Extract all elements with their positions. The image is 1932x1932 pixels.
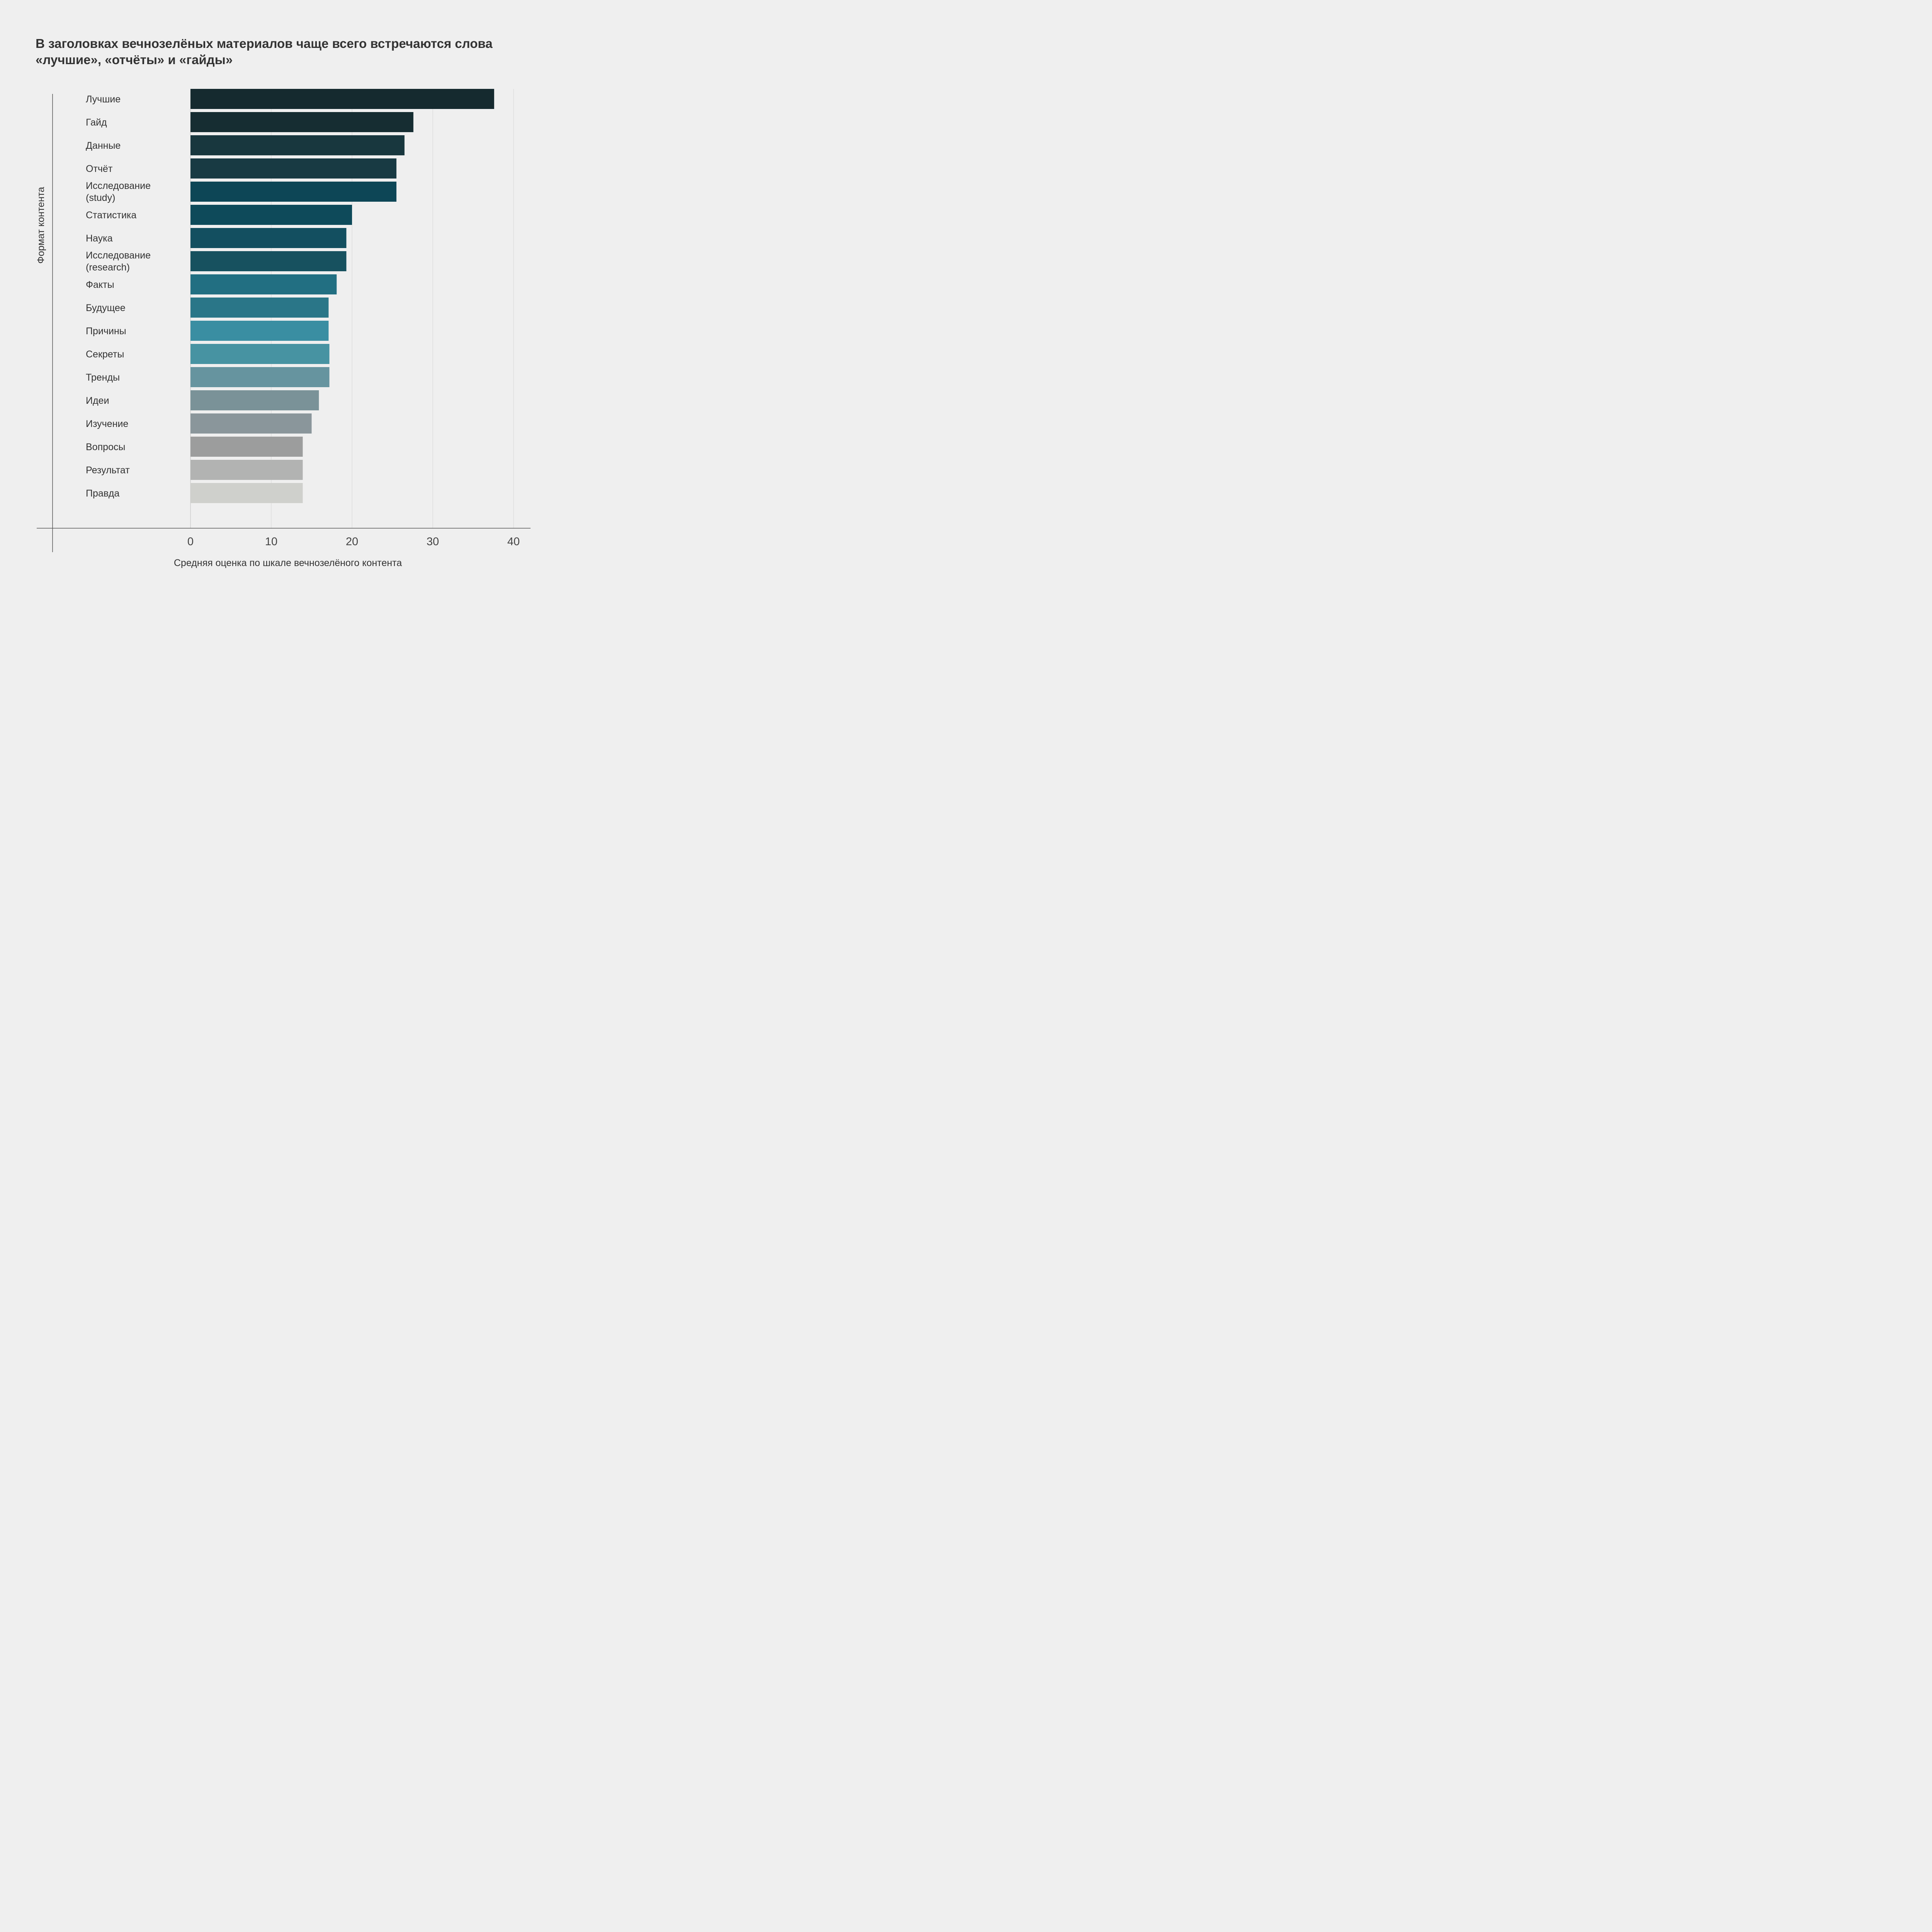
x-tick-label: 10 — [265, 536, 277, 548]
bar — [190, 274, 337, 294]
category-label: Результат — [86, 465, 130, 476]
bar — [190, 158, 396, 179]
x-tick-label: 40 — [507, 536, 520, 548]
bar — [190, 298, 329, 318]
bar — [190, 344, 330, 364]
category-label: Статистика — [86, 210, 136, 221]
bar — [190, 135, 405, 155]
bar — [190, 251, 347, 271]
category-label: Исследование (study) — [86, 180, 151, 203]
chart-title: В заголовках вечнозелёных материалов чащ… — [36, 36, 519, 68]
axes — [37, 94, 531, 552]
bar — [190, 321, 329, 341]
category-label: Факты — [86, 279, 114, 290]
bar-chart: Лучшие Гайд Данные Отчёт Исследование (study)… — [36, 89, 531, 568]
category-label: Причины — [86, 326, 126, 337]
bar — [190, 112, 413, 132]
bar — [190, 182, 396, 202]
bar — [190, 437, 303, 457]
category-label: Изучение — [86, 418, 128, 429]
bar — [190, 205, 352, 225]
category-label: Тренды — [86, 372, 120, 383]
category-label: Данные — [86, 140, 121, 151]
bar — [190, 413, 312, 434]
category-label: Лучшие — [86, 94, 121, 105]
chart-title-line-1: В заголовках вечнозелёных материалов чащ… — [36, 36, 493, 51]
y-axis-title: Формат контента — [36, 187, 46, 264]
bar — [190, 460, 303, 480]
bar — [190, 228, 347, 248]
category-labels: Лучшие Гайд Данные Отчёт Исследование (study)… — [86, 94, 151, 499]
bar — [190, 89, 494, 109]
x-tick-labels: 0 10 20 30 40 — [187, 536, 520, 548]
x-tick-label: 20 — [346, 536, 358, 548]
category-label: Гайд — [86, 117, 107, 128]
category-label: Секреты — [86, 349, 124, 360]
bar — [190, 483, 303, 503]
chart-title-line-2: «лучшие», «отчёты» и «гайды» — [36, 53, 233, 67]
category-label: Правда — [86, 488, 119, 499]
bars — [190, 89, 494, 503]
category-label: Отчёт — [86, 163, 113, 174]
category-label: Наука — [86, 233, 113, 244]
bar — [190, 367, 330, 387]
category-label: Идеи — [86, 395, 109, 406]
category-label: Исследование (research) — [86, 250, 151, 273]
x-axis-title: Средняя оценка по шкале вечнозелёного ко… — [174, 558, 402, 568]
category-label: Будущее — [86, 303, 126, 313]
x-tick-label: 30 — [427, 536, 439, 548]
bar — [190, 390, 319, 410]
x-tick-label: 0 — [187, 536, 194, 548]
category-label: Вопросы — [86, 442, 125, 452]
